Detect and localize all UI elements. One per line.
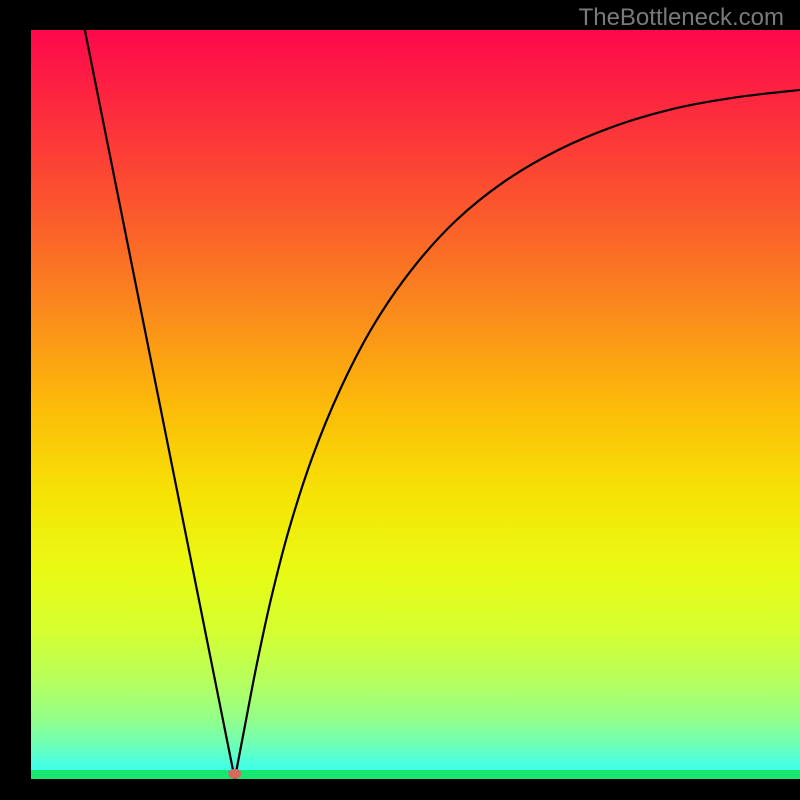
plot-area [31,30,800,779]
watermark-text: TheBottleneck.com [579,4,784,32]
optimum-marker [228,769,241,779]
